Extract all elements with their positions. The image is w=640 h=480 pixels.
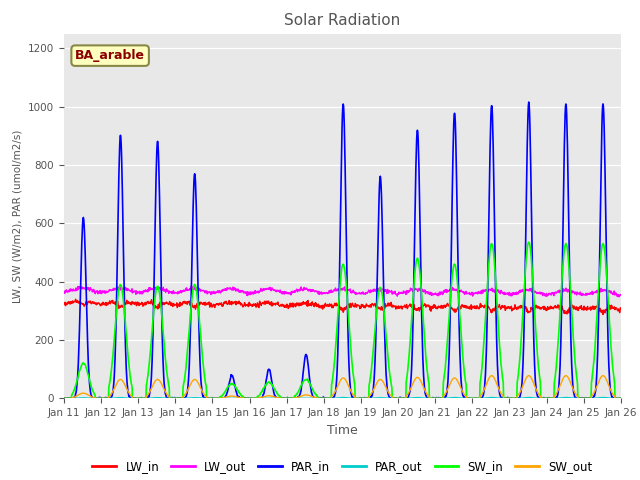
- LW_out: [551, 290, 559, 296]
- SW_in: [429, 396, 436, 401]
- SW_in: [551, 378, 559, 384]
- PAR_out: [246, 396, 254, 401]
- SW_in: [501, 396, 509, 401]
- SW_in: [60, 396, 68, 401]
- LW_in: [551, 304, 559, 310]
- LW_out: [616, 292, 624, 298]
- SW_in: [616, 396, 624, 401]
- SW_out: [616, 396, 624, 401]
- Line: SW_out: SW_out: [64, 376, 620, 398]
- LW_in: [616, 305, 624, 311]
- Text: BA_arable: BA_arable: [75, 49, 145, 62]
- LW_out: [246, 292, 254, 298]
- PAR_out: [170, 396, 178, 401]
- PAR_out: [525, 395, 532, 400]
- Y-axis label: LW, SW (W/m2), PAR (umol/m2/s): LW, SW (W/m2), PAR (umol/m2/s): [12, 129, 22, 303]
- LW_in: [72, 296, 79, 302]
- LW_in: [60, 300, 68, 306]
- Line: LW_in: LW_in: [64, 299, 620, 314]
- LW_in: [184, 300, 192, 306]
- PAR_out: [551, 396, 559, 401]
- PAR_out: [60, 396, 68, 401]
- SW_out: [488, 373, 495, 379]
- LW_in: [171, 301, 179, 307]
- PAR_out: [184, 396, 191, 401]
- Line: LW_out: LW_out: [64, 286, 620, 297]
- SW_out: [170, 396, 178, 401]
- PAR_in: [246, 396, 254, 401]
- SW_in: [525, 239, 532, 245]
- LW_out: [188, 283, 195, 289]
- PAR_in: [61, 396, 68, 401]
- LW_in: [599, 312, 607, 317]
- PAR_out: [616, 396, 624, 401]
- PAR_in: [171, 395, 179, 400]
- LW_in: [429, 305, 436, 311]
- LW_in: [502, 307, 509, 313]
- Line: PAR_out: PAR_out: [64, 397, 620, 398]
- LW_out: [615, 294, 623, 300]
- SW_out: [551, 393, 559, 398]
- LW_out: [502, 291, 509, 297]
- SW_out: [184, 387, 191, 393]
- SW_in: [170, 396, 178, 401]
- Line: PAR_in: PAR_in: [64, 102, 620, 398]
- Legend: LW_in, LW_out, PAR_in, PAR_out, SW_in, SW_out: LW_in, LW_out, PAR_in, PAR_out, SW_in, S…: [88, 456, 597, 478]
- SW_out: [60, 396, 68, 401]
- Title: Solar Radiation: Solar Radiation: [284, 13, 401, 28]
- PAR_in: [551, 395, 559, 401]
- SW_out: [246, 396, 254, 401]
- LW_out: [429, 292, 436, 298]
- LW_out: [170, 289, 178, 295]
- LW_in: [246, 302, 254, 308]
- PAR_in: [616, 396, 624, 401]
- LW_out: [60, 290, 68, 296]
- PAR_out: [501, 396, 509, 401]
- SW_in: [184, 346, 191, 351]
- PAR_in: [502, 396, 509, 401]
- LW_out: [184, 288, 191, 293]
- SW_out: [429, 396, 436, 401]
- PAR_out: [429, 396, 436, 401]
- PAR_in: [60, 396, 68, 401]
- PAR_in: [429, 395, 436, 400]
- PAR_in: [525, 99, 532, 105]
- Line: SW_in: SW_in: [64, 242, 620, 398]
- SW_in: [246, 396, 254, 401]
- PAR_in: [184, 382, 192, 387]
- X-axis label: Time: Time: [327, 424, 358, 437]
- SW_out: [502, 396, 509, 401]
